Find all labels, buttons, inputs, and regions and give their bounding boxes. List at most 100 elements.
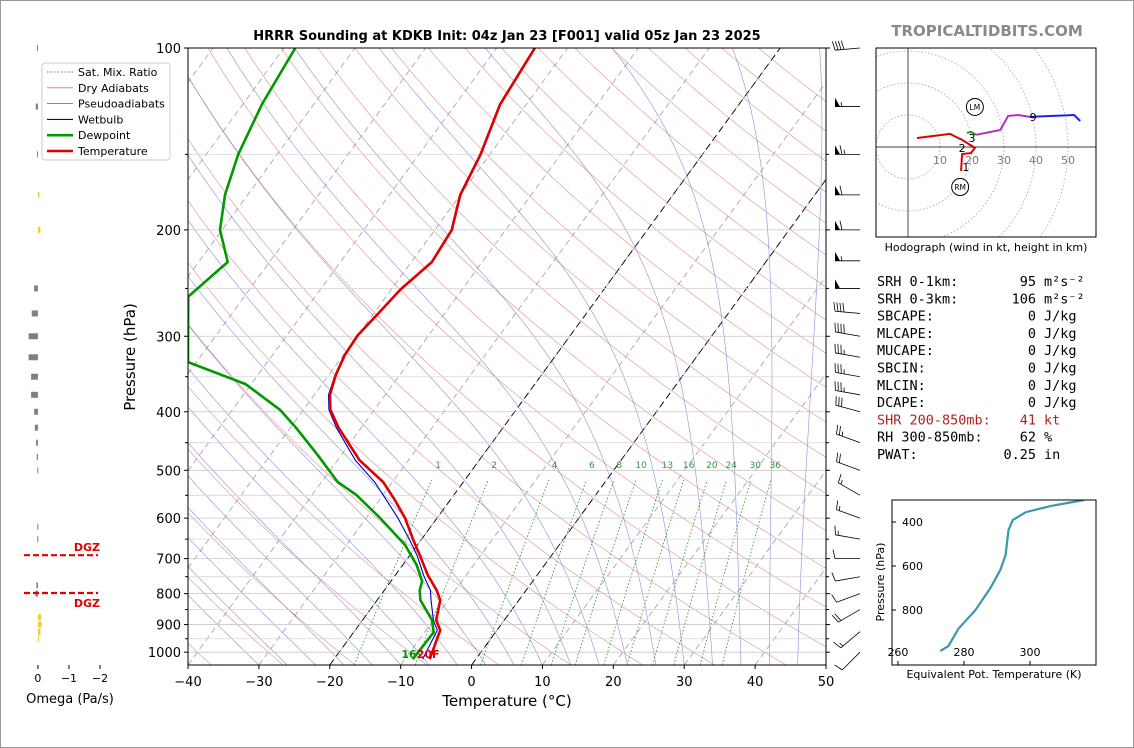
mixing-ratio-label: 4 (552, 461, 558, 471)
mixing-ratio-label: 24 (725, 461, 737, 471)
thetae-y-tick-label: 800 (902, 604, 923, 617)
parameter-value: 0 (1028, 361, 1036, 377)
dry-adiabat (501, 48, 826, 321)
isotherm (188, 48, 568, 569)
parameter-value: 0.25 (1003, 447, 1036, 463)
barb-staff (835, 576, 861, 582)
omega-bar (28, 333, 38, 340)
pseudoadiabat (188, 475, 373, 665)
mixing-ratio-label: 36 (769, 461, 781, 471)
thetae-frame (891, 499, 1097, 666)
thetae-x-label: Equivalent Pot. Temperature (K) (906, 668, 1081, 681)
parameter-unit: J/kg (1044, 361, 1077, 377)
x-tick-label: 40 (747, 675, 764, 690)
legend: Sat. Mix. Ratio Dry Adiabats Pseudoadiabat… (41, 62, 171, 161)
pseudoadiabat (797, 48, 823, 665)
dry-adiabat (317, 48, 826, 494)
profile-line (188, 48, 436, 660)
isotherm (188, 48, 497, 472)
mixing-ratio-line (699, 479, 752, 665)
highlight-isotherm (329, 48, 781, 665)
omega-bar (37, 621, 42, 628)
parameter-value: 0 (1028, 343, 1036, 359)
barb-staff (835, 534, 861, 540)
mixing-ratio-line (574, 479, 637, 665)
parameter-unit: kt (1044, 412, 1060, 428)
parameter-label: DCAPE: (877, 395, 926, 411)
barb-feather (836, 424, 839, 435)
height-label: 9 (1030, 111, 1037, 124)
barb-flag (835, 279, 840, 289)
omega-x-tick-label: −1 (61, 672, 77, 685)
dry-adiabat (207, 48, 826, 608)
pseudoadiabat (378, 48, 685, 665)
omega-bar (37, 226, 41, 233)
pseudoadiabat (188, 506, 345, 665)
isotherm (329, 48, 781, 665)
barb-staff (838, 609, 861, 623)
mixing-ratio-line (652, 479, 708, 665)
pseudoadiabat (188, 367, 458, 665)
isotherm (188, 48, 639, 665)
barb-feather (831, 41, 836, 51)
barb-staff (835, 404, 861, 413)
barb-half (839, 642, 844, 647)
mixing-ratio-line (414, 479, 489, 665)
x-tick-label: −30 (245, 675, 272, 690)
parameter-value: 0 (1028, 309, 1036, 325)
parameter-value: 106 (1012, 291, 1036, 307)
thetae-x-tick-label: 300 (1019, 646, 1040, 659)
barb-feather (834, 664, 843, 671)
mixing-ratio-line (721, 479, 772, 665)
wind-barb (835, 220, 860, 231)
hodograph-ring-label: 10 (933, 154, 947, 167)
parameter-unit: J/kg (1044, 395, 1077, 411)
thetae-plot (939, 500, 1085, 652)
omega-bar (31, 391, 38, 398)
barb-feather (831, 614, 839, 623)
x-tick-label: 0 (467, 675, 475, 690)
hodograph-ring-label: 20 (965, 154, 979, 167)
hodograph-trace (916, 132, 977, 172)
isotherm (542, 275, 826, 665)
omega-bar (37, 151, 38, 158)
omega-x-tick-label: −2 (92, 672, 108, 685)
omega-bar (37, 635, 39, 642)
omega-bar (34, 285, 38, 292)
dry-adiabat (648, 48, 826, 193)
pseudoadiabat (188, 219, 543, 665)
barb-staff (836, 433, 861, 444)
y-tick-label: 700 (156, 553, 181, 568)
mixing-ratio-label: 1 (435, 461, 441, 471)
mixing-ratio-label: 8 (616, 461, 622, 471)
legend-label: Wetbulb (78, 113, 123, 126)
omega-bar (34, 424, 38, 431)
barb-flag (835, 185, 840, 195)
parameter-unit: J/kg (1044, 378, 1077, 394)
parameter-label: RH 300-850mb: (877, 430, 983, 446)
dry-adiabat (611, 48, 826, 224)
pseudoadiabat (611, 48, 742, 665)
pseudoadiabat (188, 324, 486, 665)
legend-label: Dry Adiabats (78, 82, 149, 95)
barb-staff (835, 390, 861, 396)
wind-barb (835, 396, 861, 413)
wind-barb (834, 343, 861, 358)
y-tick-label: 500 (156, 464, 181, 479)
parameter-unit: m²s⁻² (1044, 274, 1085, 290)
barb-feather (840, 40, 845, 50)
omega-bar (34, 408, 38, 415)
y-tick-label: 300 (156, 330, 181, 345)
omega-bar (35, 103, 38, 110)
barb-staff (836, 461, 861, 471)
parameter-unit: m²s⁻² (1044, 291, 1085, 307)
barb-feather (838, 453, 841, 463)
wind-barb (835, 279, 860, 289)
dgz-label: DGZ (74, 541, 100, 554)
y-tick-label: 600 (156, 512, 181, 527)
parameter-value: 0 (1028, 326, 1036, 342)
dry-adiabat (427, 48, 826, 388)
parameter-value: 62 (1020, 430, 1036, 446)
parameter-label: SRH 0-1km: (877, 274, 958, 290)
